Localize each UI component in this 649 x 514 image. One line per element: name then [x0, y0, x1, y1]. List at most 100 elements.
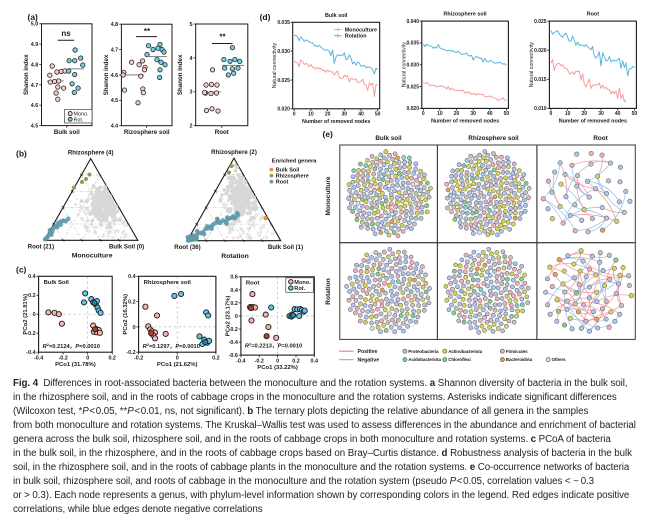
svg-text:0.020: 0.020: [406, 106, 419, 112]
svg-text:0.020: 0.020: [534, 48, 547, 54]
svg-text:0.025: 0.025: [534, 19, 547, 25]
svg-text:Rhizosphere: Rhizosphere: [276, 174, 309, 180]
svg-text:-0.2: -0.2: [26, 331, 35, 337]
svg-text:0.4: 0.4: [28, 274, 36, 280]
svg-text:Root: Root: [593, 135, 608, 142]
svg-text:0.2: 0.2: [108, 355, 116, 361]
svg-text:0.025: 0.025: [406, 84, 419, 90]
svg-text:4.6: 4.6: [111, 73, 119, 79]
svg-text:Root (21): Root (21): [28, 244, 54, 251]
svg-text:20: 20: [582, 111, 588, 117]
svg-text:Enriched genera: Enriched genera: [272, 159, 317, 165]
svg-text:Actinobacteriota: Actinobacteriota: [448, 349, 483, 354]
svg-text:-0.4: -0.4: [26, 350, 35, 356]
svg-text:Mono.: Mono.: [294, 280, 311, 286]
svg-text:4.6: 4.6: [31, 103, 39, 109]
svg-text:Bulk soil: Bulk soil: [325, 13, 348, 19]
svg-text:30: 30: [598, 111, 604, 117]
svg-text:0.2: 0.2: [212, 355, 220, 361]
svg-text:0: 0: [176, 355, 179, 361]
svg-text:0: 0: [133, 325, 136, 331]
svg-text:0: 0: [33, 312, 36, 318]
svg-text:0.4: 0.4: [230, 288, 238, 294]
svg-text:PCo1 (21.62%): PCo1 (21.62%): [157, 362, 198, 368]
svg-text:0.035: 0.035: [406, 41, 419, 47]
svg-text:(a): (a): [28, 12, 39, 22]
svg-text:Bulk soil: Bulk soil: [375, 135, 401, 142]
svg-text:Natural connectivity: Natural connectivity: [272, 43, 278, 89]
svg-text:Monoculture: Monoculture: [345, 28, 377, 34]
svg-text:20: 20: [454, 111, 460, 117]
svg-text:0.4: 0.4: [128, 274, 136, 280]
svg-text:PCo2 (21.81%): PCo2 (21.81%): [23, 294, 29, 335]
svg-text:Number of removed nodes: Number of removed nodes: [431, 119, 499, 125]
svg-text:Firmicutes: Firmicutes: [506, 349, 528, 354]
svg-text:Natural connectivity: Natural connectivity: [401, 42, 407, 88]
svg-text:Number of removed nodes: Number of removed nodes: [559, 119, 627, 125]
svg-text:**: **: [144, 27, 151, 36]
svg-text:Bacteroidota: Bacteroidota: [506, 357, 533, 362]
svg-text:Rizosphere soil: Rizosphere soil: [124, 129, 170, 136]
svg-text:5: 5: [190, 22, 193, 28]
svg-text:Root: Root: [246, 280, 259, 286]
svg-text:0: 0: [293, 112, 296, 118]
svg-text:2: 2: [190, 124, 193, 130]
svg-text:0.2: 0.2: [292, 358, 300, 364]
svg-text:Monoculture: Monoculture: [72, 253, 113, 260]
svg-text:PCo1 (33.22%): PCo1 (33.22%): [257, 365, 298, 371]
svg-text:Shanon index: Shanon index: [103, 54, 110, 95]
svg-text:PCo1 (31.78%): PCo1 (31.78%): [55, 362, 96, 368]
svg-text:10: 10: [565, 111, 571, 117]
svg-text:50: 50: [632, 111, 638, 117]
svg-text:Negative: Negative: [358, 357, 380, 363]
svg-text:(b): (b): [16, 149, 27, 159]
svg-text:Monoculture: Monoculture: [325, 176, 332, 215]
svg-text:0.030: 0.030: [406, 63, 419, 69]
svg-text:30: 30: [470, 111, 476, 117]
svg-text:Chloroflexi: Chloroflexi: [448, 357, 470, 362]
svg-text:0.010: 0.010: [534, 106, 547, 112]
svg-text:Rhizosphere (4): Rhizosphere (4): [68, 149, 114, 156]
svg-text:0.020: 0.020: [277, 107, 290, 113]
svg-text:40: 40: [358, 112, 364, 118]
svg-text:0.040: 0.040: [406, 19, 419, 25]
svg-text:-0.2: -0.2: [255, 358, 264, 364]
svg-text:Rot.: Rot.: [74, 117, 84, 123]
svg-text:0.025: 0.025: [277, 78, 290, 84]
svg-text:4.7: 4.7: [111, 48, 119, 54]
svg-text:4.8: 4.8: [111, 22, 119, 28]
svg-text:4.7: 4.7: [31, 83, 39, 89]
svg-text:R2=0.1297，P=0.0010: R2=0.1297，P=0.0010: [143, 342, 200, 351]
svg-text:30: 30: [342, 112, 348, 118]
svg-text:Bulk Soil (1): Bulk Soil (1): [268, 244, 303, 251]
svg-text:50: 50: [504, 111, 510, 117]
svg-text:0: 0: [276, 358, 279, 364]
svg-text:40: 40: [487, 111, 493, 117]
svg-text:-0.4: -0.4: [236, 358, 245, 364]
svg-text:Rhizosphere soil: Rhizosphere soil: [444, 12, 488, 18]
svg-text:-0.2: -0.2: [134, 355, 143, 361]
svg-text:Mono.: Mono.: [74, 112, 89, 118]
svg-text:Rhizosphere soil: Rhizosphere soil: [144, 280, 191, 286]
svg-text:10: 10: [437, 111, 443, 117]
svg-text:Root: Root: [215, 129, 229, 136]
svg-text:Rhizosphere soil: Rhizosphere soil: [468, 135, 519, 142]
svg-text:-0.4: -0.4: [229, 340, 238, 346]
svg-text:Natural connectivity: Natural connectivity: [529, 42, 535, 88]
svg-text:0.030: 0.030: [277, 49, 290, 55]
svg-text:Bulk soil: Bulk soil: [54, 129, 80, 136]
svg-text:(d): (d): [260, 12, 271, 22]
svg-text:**: **: [219, 33, 226, 42]
svg-text:4: 4: [190, 56, 193, 62]
svg-text:4.8: 4.8: [31, 62, 39, 68]
svg-text:0.4: 0.4: [311, 358, 319, 364]
svg-text:0.2: 0.2: [28, 293, 36, 299]
svg-text:Rot.: Rot.: [294, 286, 305, 292]
svg-text:0.2: 0.2: [230, 301, 238, 307]
svg-text:PCo2 (23.17%): PCo2 (23.17%): [225, 296, 231, 337]
svg-text:0.035: 0.035: [277, 20, 290, 26]
svg-text:Bulk Soil: Bulk Soil: [44, 280, 70, 286]
svg-text:Others: Others: [552, 357, 567, 362]
svg-text:Number of removed nodes: Number of removed nodes: [302, 119, 370, 125]
svg-text:Rotation: Rotation: [345, 34, 367, 40]
